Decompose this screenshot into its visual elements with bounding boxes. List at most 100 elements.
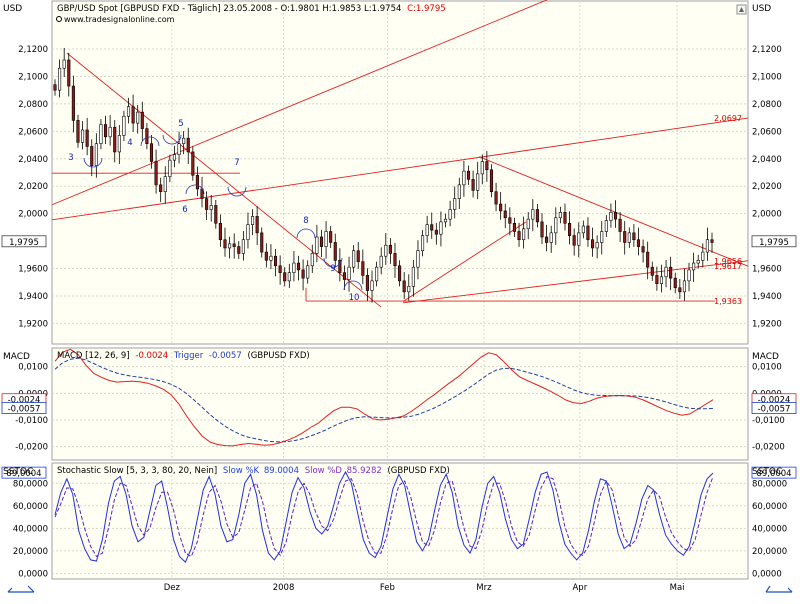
scroll-left-icon[interactable] (7, 585, 35, 593)
candle-body (485, 161, 489, 171)
wave-label: 7 (234, 158, 239, 168)
wave-marker-arc (323, 257, 343, 268)
candle-body (191, 151, 195, 176)
candle-body (58, 67, 62, 91)
macd-title: MACD [12, 26, 9] -0.0024 Trigger -0.0057… (57, 351, 310, 361)
macd-ytick-left: -0,0100 (15, 416, 48, 426)
candle-body (159, 184, 163, 193)
candle-body (494, 191, 498, 205)
candle-body (710, 239, 714, 243)
candle-body (407, 286, 411, 293)
stoch-axis-label-left: SSTOC (3, 467, 33, 477)
candle-body (480, 161, 484, 175)
candle-body (402, 280, 406, 293)
candle-body (563, 211, 567, 224)
candle-body (255, 216, 259, 234)
price-ytick-right: 2,1000 (752, 72, 782, 82)
stoch-k-line (54, 470, 714, 563)
source-icon (56, 16, 62, 22)
stoch-ytick-left: 40,0000 (13, 524, 48, 534)
candle-body (292, 262, 296, 273)
macd-source: (GBPUSD FXD) (247, 351, 309, 361)
candle-body (352, 250, 356, 268)
xtick-label: Dez (164, 583, 181, 593)
candle-body (76, 120, 80, 143)
macd-panel (51, 347, 749, 461)
candle-body (434, 229, 438, 235)
candle-body (590, 239, 595, 249)
candle-body (347, 266, 351, 280)
candle-body (669, 266, 673, 279)
candle-body (632, 232, 636, 241)
candle-body (168, 159, 172, 177)
stoch-ytick-right: 0,0000 (752, 569, 782, 579)
candle-body (627, 232, 631, 243)
candle-body (251, 216, 255, 225)
macd-ytick-left: 0,0100 (18, 363, 48, 373)
wave-label: 9 (330, 264, 335, 274)
trendline-value-label: 2,0697 (714, 114, 742, 123)
candle-body (62, 59, 66, 69)
macd-ytick-left: -0,0200 (15, 443, 48, 453)
candle-body (471, 179, 475, 191)
trendline-value-label: 1,9617 (714, 262, 742, 271)
candle-body (218, 222, 222, 241)
candle-body (430, 224, 434, 231)
candle-body (315, 236, 319, 254)
macd-ytick-right: 0,0100 (752, 363, 782, 373)
candle-body (476, 173, 480, 191)
candle-body (489, 169, 494, 193)
price-ytick-left: 2,1000 (18, 72, 48, 82)
stoch-ytick-left: 0,0000 (18, 569, 48, 579)
macd-last-value-left: -0,0024 (8, 396, 41, 406)
stoch-ytick-left: 20,0000 (13, 547, 48, 557)
candle-body (453, 198, 457, 210)
wave-label: 10 (349, 293, 360, 303)
candle-body (398, 265, 402, 282)
price-last-value-right-box (751, 235, 797, 248)
candle-body (361, 261, 365, 276)
candle-body (246, 224, 250, 241)
candle-body (540, 221, 544, 238)
macd-axis-label-left: MACD (3, 352, 30, 362)
trendline-value-label: 1,9656 (714, 257, 742, 266)
candle-body (287, 272, 291, 282)
price-ytick-left: 2,0000 (18, 210, 48, 220)
scroll-right-icon[interactable] (765, 585, 793, 593)
candle-body (370, 280, 374, 291)
candle-body (365, 275, 369, 291)
candle-body (306, 265, 310, 279)
candle-body (140, 111, 144, 129)
macd-ytick-right: -0,0100 (752, 416, 785, 426)
price-ytick-left: 1,9600 (18, 265, 48, 275)
wave-marker-arc (162, 134, 182, 145)
trendline-rising-support (402, 260, 749, 304)
xtick-label: Feb (380, 583, 395, 593)
xtick-label: Apr (572, 583, 587, 593)
price-ytick-right: 1,9600 (752, 265, 782, 275)
candle-body (687, 269, 691, 282)
macd-ytick-right: -0,0200 (752, 443, 785, 453)
candle-body (384, 244, 388, 257)
trendline-rise (402, 221, 527, 302)
candle-body (126, 106, 131, 117)
candle-body (420, 235, 425, 252)
stoch-last-value-right: 89,0004 (756, 469, 791, 479)
wave-label: 8 (303, 216, 308, 226)
candle-body (117, 135, 121, 153)
candle-body (67, 59, 71, 87)
candle-body (522, 228, 526, 241)
wave-label: 5 (178, 119, 183, 129)
price-last-value-left-box (1, 235, 47, 248)
price-ytick-left: 2,1200 (18, 45, 48, 55)
candle-body (338, 260, 342, 273)
candle-body (604, 220, 608, 232)
candle-body (499, 203, 503, 212)
collapse-panel-icon[interactable] (736, 4, 747, 15)
candle-body (53, 84, 57, 91)
candle-body (586, 225, 590, 241)
price-ytick-left: 1,9400 (18, 292, 48, 302)
candle-body (705, 239, 709, 253)
candle-body (209, 205, 213, 210)
